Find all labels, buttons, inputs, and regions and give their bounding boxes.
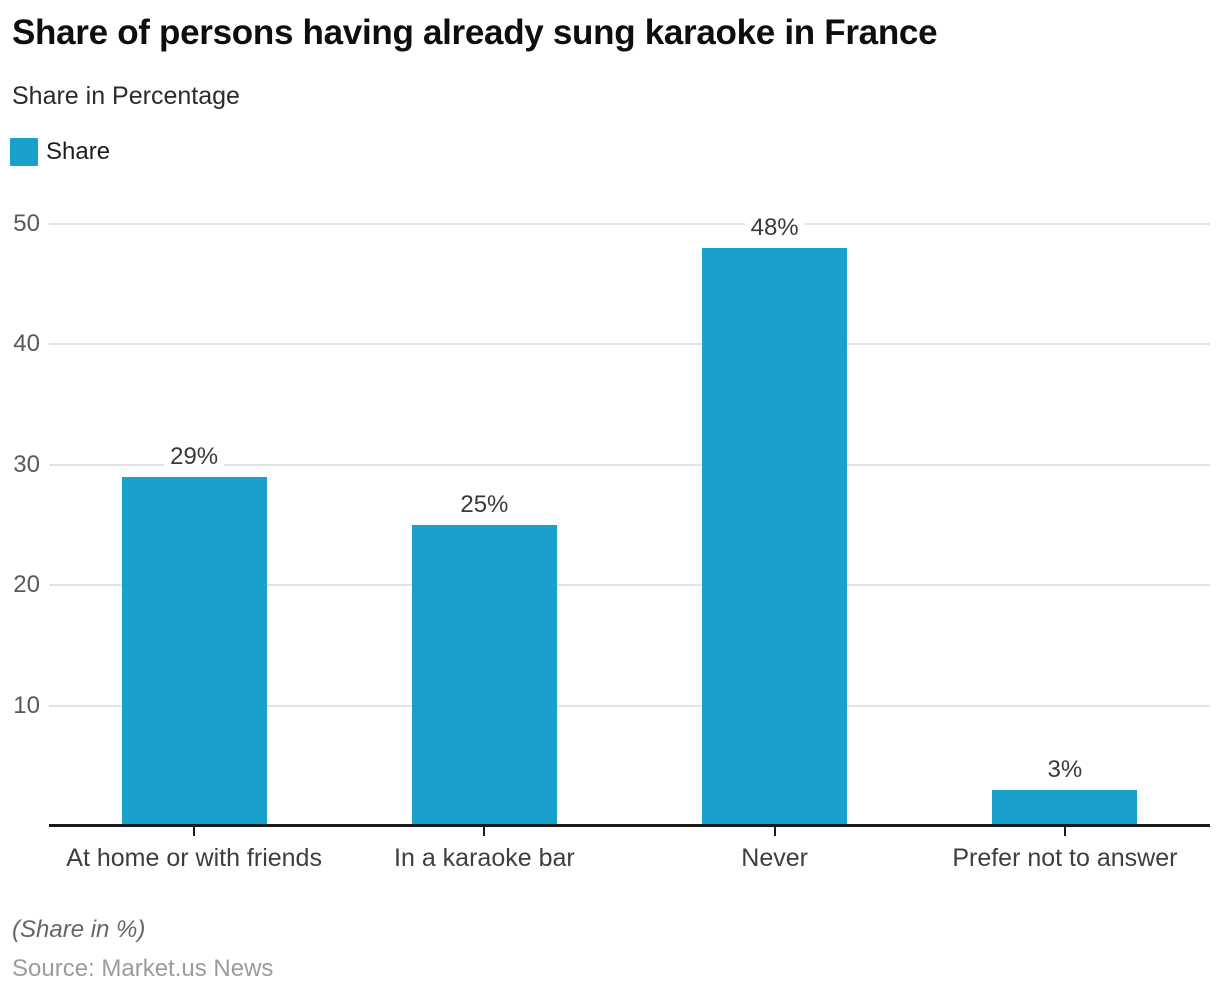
source-text: Source: Market.us News: [12, 955, 274, 982]
bar-value-label: 29%: [164, 442, 225, 471]
x-axis-category-label: In a karaoke bar: [394, 844, 575, 872]
bar[interactable]: [411, 525, 557, 826]
bar[interactable]: [702, 248, 848, 826]
bar-value-label: 3%: [1041, 755, 1089, 784]
chart-title: Share of persons having already sung kar…: [12, 13, 938, 52]
gridline: [49, 463, 1210, 466]
x-axis-tick: [1063, 827, 1066, 836]
y-axis-tick-label: 10: [13, 691, 40, 719]
gridline: [49, 584, 1210, 587]
y-axis-tick-label: 30: [13, 450, 40, 478]
y-axis-tick-label: 20: [13, 571, 40, 599]
y-axis-tick-label: 40: [13, 330, 40, 358]
bar[interactable]: [992, 789, 1138, 826]
gridline: [49, 704, 1210, 707]
x-axis-line: [49, 824, 1210, 827]
x-axis-category-label: Prefer not to answer: [952, 844, 1178, 872]
chart-subtitle: Share in Percentage: [12, 82, 240, 110]
bar[interactable]: [121, 476, 267, 826]
x-axis-tick: [483, 827, 486, 836]
x-axis-category-label: Never: [741, 844, 808, 872]
x-axis-category-label: At home or with friends: [66, 844, 322, 872]
gridline: [49, 343, 1210, 346]
bar-value-label: 48%: [744, 214, 805, 243]
bar-value-label: 25%: [454, 491, 515, 519]
legend-label: Share: [46, 138, 111, 165]
legend-item-share[interactable]: Share: [10, 138, 110, 166]
footnote: (Share in %): [12, 916, 146, 943]
legend-swatch-icon: [10, 138, 38, 166]
x-axis-tick: [193, 827, 196, 836]
y-axis-tick-label: 50: [13, 210, 40, 237]
x-axis-tick: [773, 827, 776, 836]
gridline: [49, 223, 1210, 225]
